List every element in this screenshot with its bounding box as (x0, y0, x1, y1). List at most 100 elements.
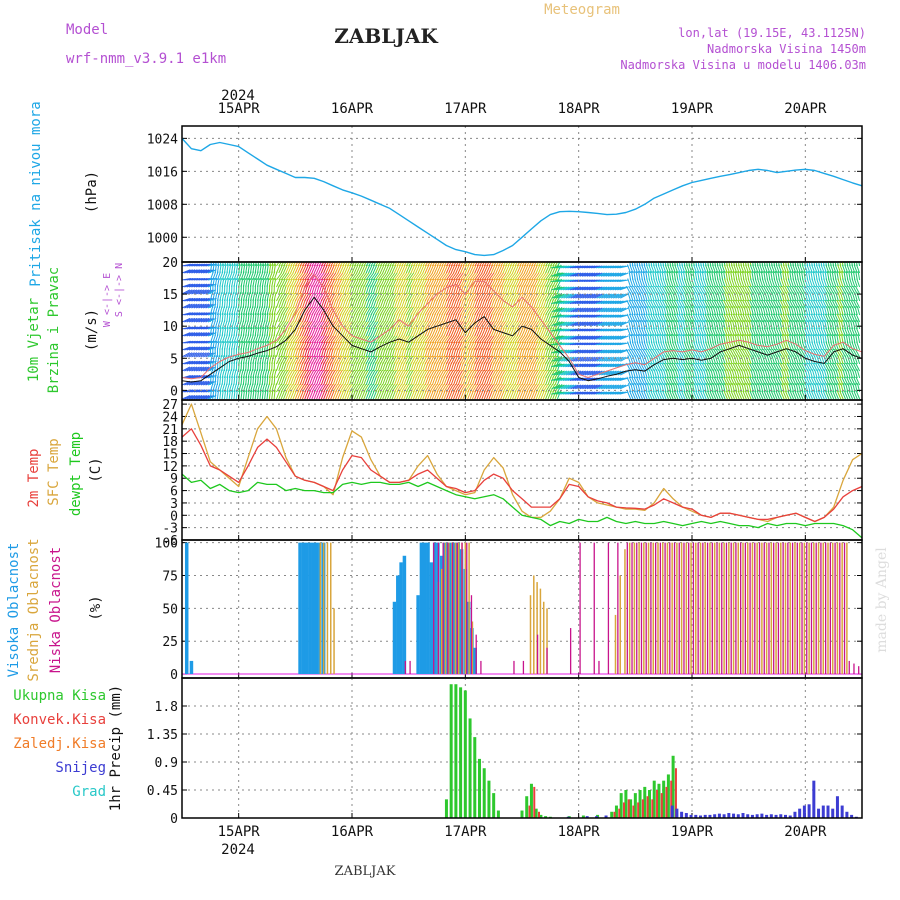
wind-barb (687, 299, 693, 309)
wind-barb (271, 312, 274, 323)
wind-barb (610, 293, 620, 299)
wind-barb (507, 341, 513, 351)
wind-barb (692, 390, 698, 400)
wind-barb (558, 335, 568, 340)
wind-barb (596, 356, 605, 362)
altitude: Nadmorska Visina 1450m (707, 42, 866, 56)
wind-barb (535, 272, 542, 281)
wind-barb (191, 395, 200, 400)
wind-barb (617, 321, 627, 327)
wind-barb (335, 321, 341, 330)
wind-barb (249, 327, 253, 337)
wind-barb (195, 380, 205, 386)
wind-barb (651, 383, 655, 393)
wind-barb (746, 383, 750, 393)
wind-barb (639, 278, 643, 288)
wind-barb (595, 328, 605, 332)
wind-barb (242, 375, 245, 386)
wind-barb (717, 292, 721, 302)
wind-barb (669, 390, 674, 400)
wind-barb (193, 360, 203, 365)
wind-barb (330, 355, 336, 365)
wind-barb (405, 355, 411, 365)
wind-barb (683, 313, 688, 323)
wind-barb (591, 321, 601, 327)
wind-barb (638, 313, 643, 323)
wind-barb (276, 321, 282, 330)
wind-barb (583, 328, 593, 332)
wind-barb (617, 272, 627, 277)
wind-barb (631, 313, 636, 323)
wind-barb (316, 369, 322, 379)
wind-barb (742, 278, 747, 288)
wind-barb (696, 362, 702, 372)
wind-barb (249, 264, 253, 274)
wind-barb (370, 369, 376, 379)
wind-barb (678, 299, 684, 309)
wind-barb (614, 314, 624, 318)
wind-barb (686, 306, 691, 316)
wind-barb (678, 313, 684, 323)
wind-barb (713, 320, 717, 330)
wind-barb (612, 328, 622, 332)
wind-barb (553, 349, 563, 354)
wind-barb (469, 327, 475, 337)
wind-barb (660, 369, 665, 379)
wind-barb (198, 380, 207, 386)
wind-barb (457, 369, 464, 379)
wind-barb (752, 278, 757, 288)
wind-barb (214, 264, 217, 274)
wind-barb (252, 312, 255, 323)
wind-barb (757, 320, 761, 330)
wind-barb (676, 327, 681, 337)
wind-barb (422, 306, 428, 316)
wind-barb (602, 328, 612, 332)
wind-barb (681, 327, 686, 337)
wind-barb (688, 327, 693, 337)
wind-barb (671, 262, 674, 267)
wind-barb (474, 384, 480, 393)
wind-barb (565, 335, 575, 340)
wind-barb (619, 335, 629, 340)
wind-barb (629, 327, 634, 337)
wind-barb (493, 321, 499, 330)
wind-barb (438, 355, 444, 365)
wind-barb (572, 349, 582, 354)
wind-barb (278, 292, 284, 302)
wind-barb (708, 320, 712, 330)
wind-barb (436, 272, 443, 281)
wind-barb (595, 391, 605, 395)
wind-barb (375, 384, 381, 393)
wind-barb (332, 321, 339, 330)
wind-barb (188, 283, 198, 288)
wind-barb (198, 297, 208, 302)
wind-barb (697, 390, 702, 400)
wind-barb (363, 335, 370, 344)
wind-barb (235, 390, 238, 400)
wind-barb (497, 321, 504, 330)
wind-barb (448, 264, 453, 274)
wind-barb (722, 362, 728, 372)
wind-barb (394, 327, 399, 337)
wind-barb (572, 370, 582, 376)
wind-barb (747, 327, 752, 337)
wind-barb (292, 341, 298, 351)
wind-barb (377, 264, 383, 274)
wind-barb (332, 369, 338, 379)
wind-barb (403, 355, 409, 365)
wind-barb (514, 321, 521, 330)
wind-barb (730, 262, 733, 267)
wind-barb (715, 320, 719, 330)
wind-barb (365, 369, 371, 379)
wind-barb (398, 278, 404, 288)
wind-barb (483, 384, 490, 393)
wind-barb (417, 341, 423, 351)
wind-barb (746, 320, 750, 330)
wind-barb (697, 313, 702, 323)
wind-barb (756, 376, 761, 386)
wind-barb (577, 335, 586, 340)
wind-barb (457, 292, 463, 302)
wind-barb (675, 320, 679, 330)
wind-barb (446, 369, 452, 379)
wind-barb (405, 384, 412, 393)
